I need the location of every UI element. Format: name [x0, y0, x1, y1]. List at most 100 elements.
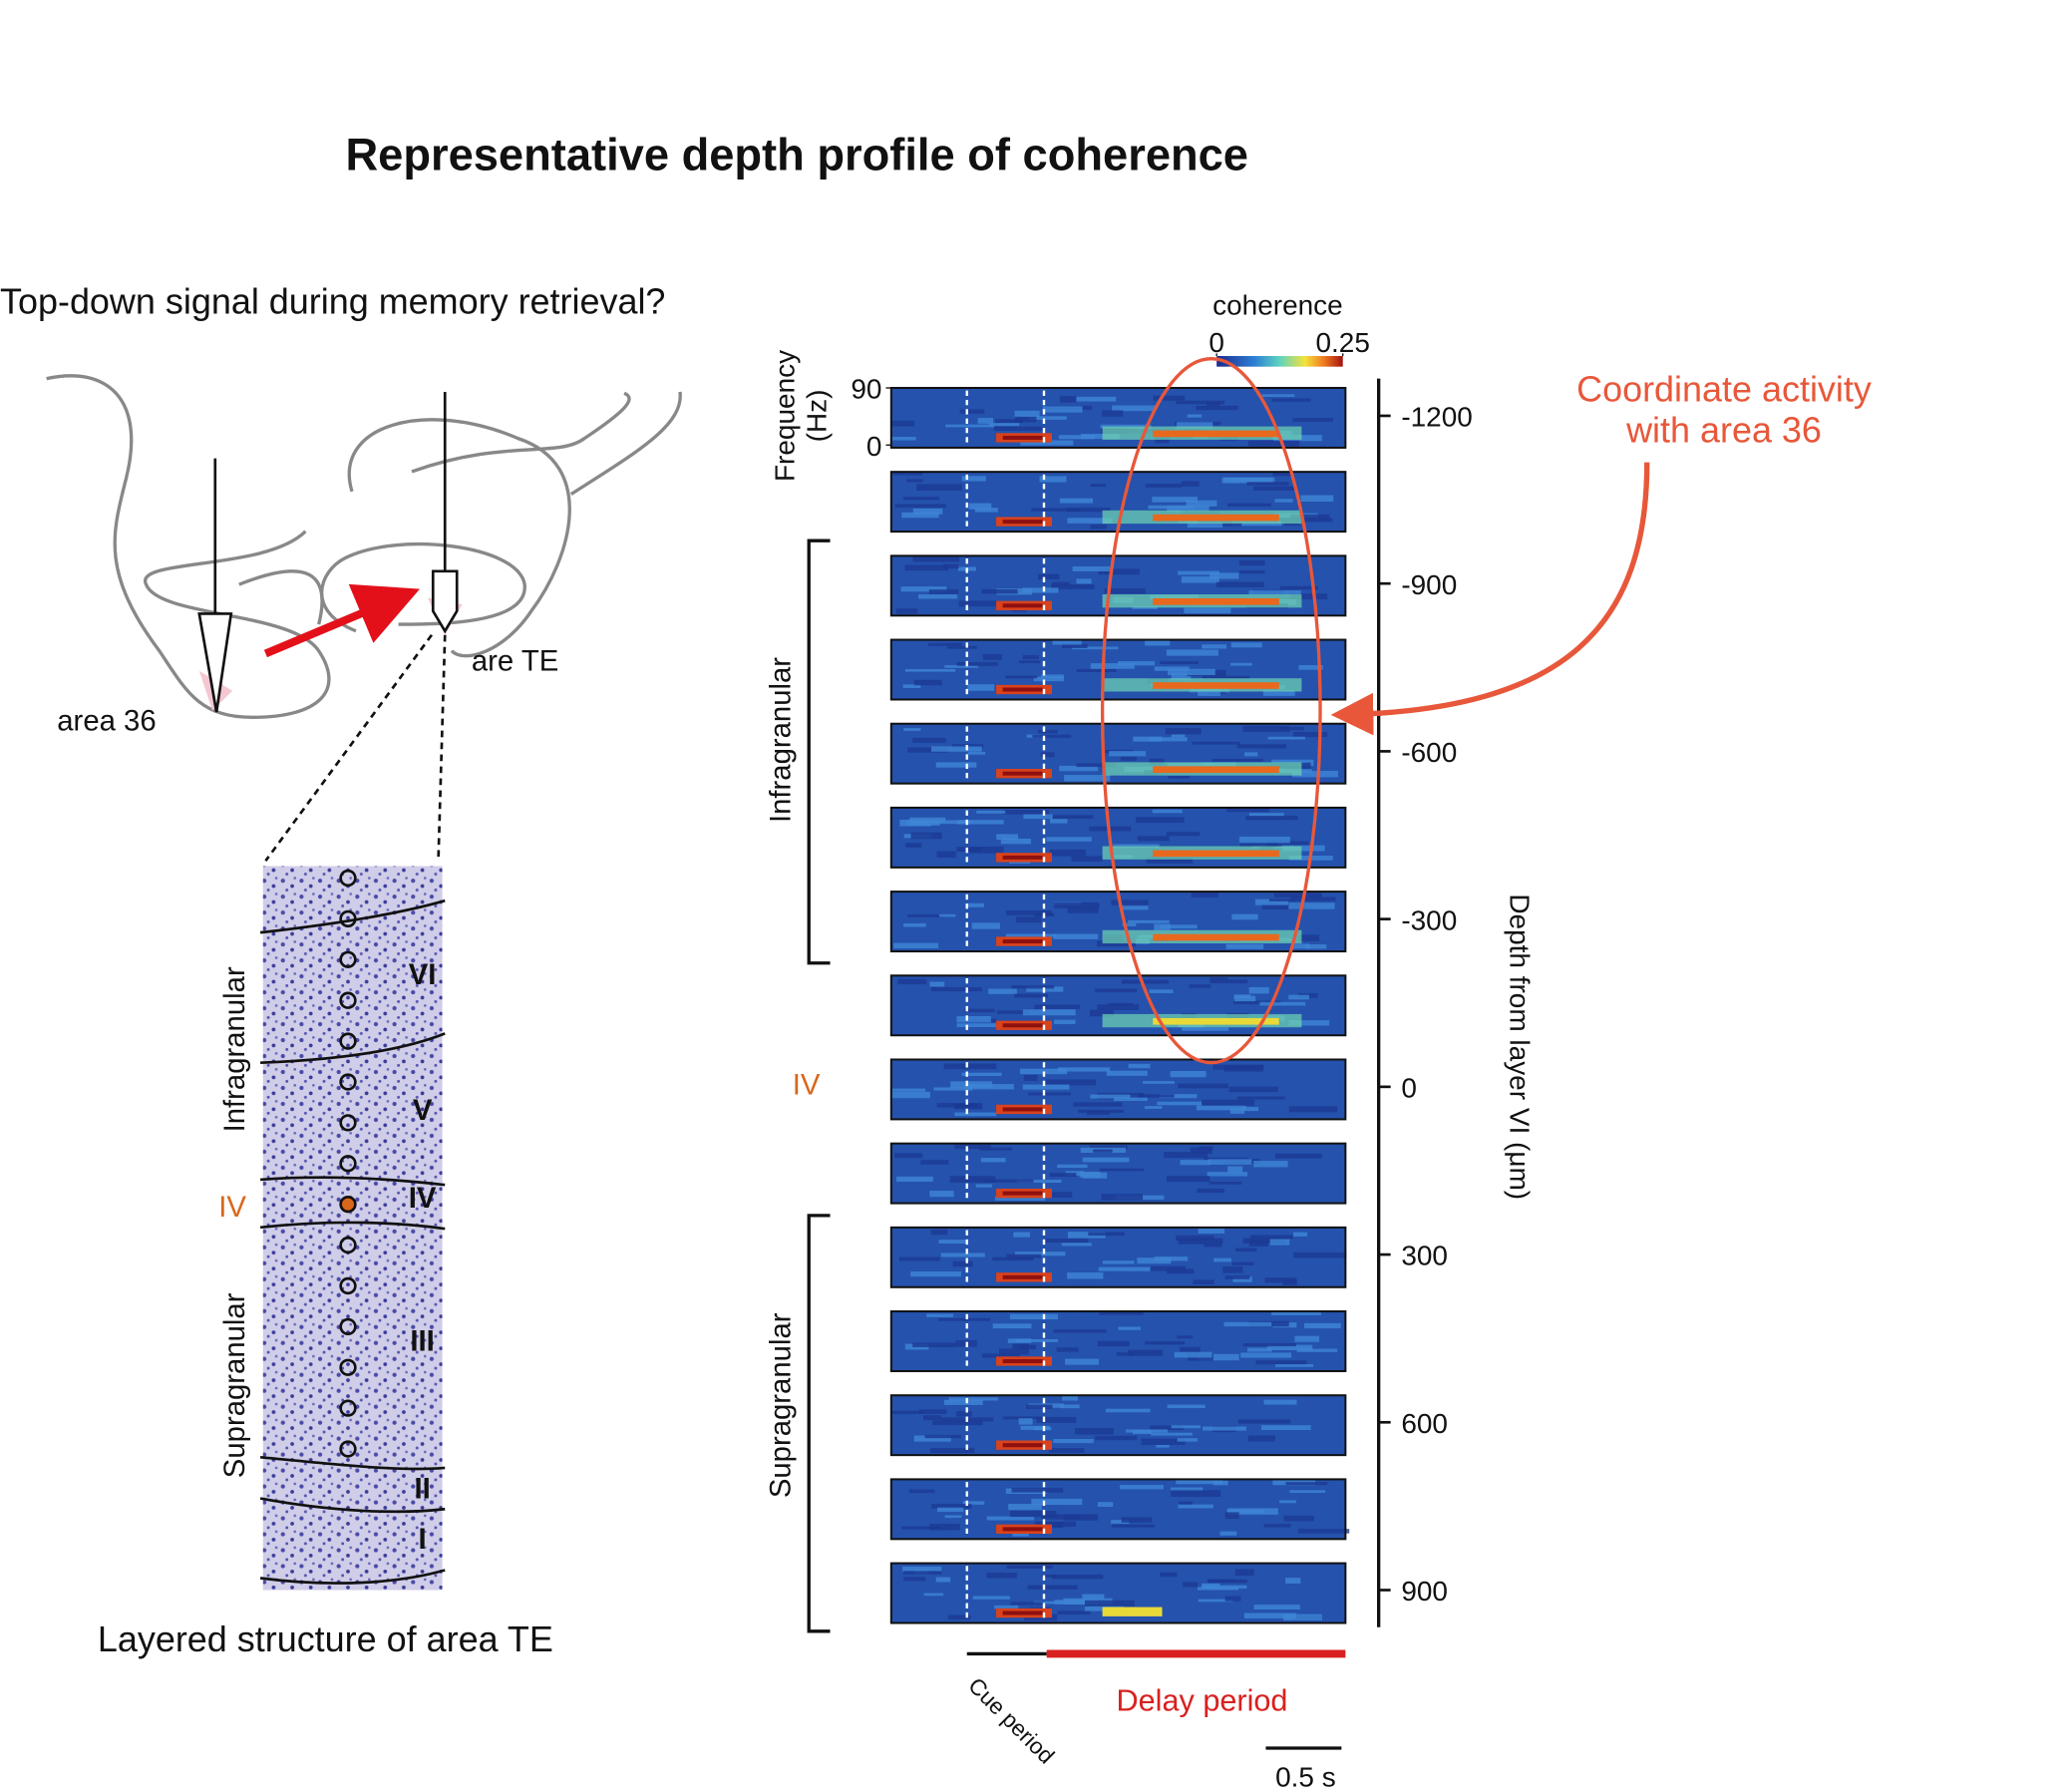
panel-texture — [1283, 1515, 1314, 1522]
recording-site — [339, 1236, 357, 1254]
delay-label: Delay period — [1117, 1684, 1288, 1718]
panel-texture — [1178, 1083, 1228, 1089]
panel-texture — [1053, 933, 1099, 939]
panel-texture — [1209, 977, 1228, 981]
panel-texture — [904, 564, 949, 571]
panel-texture — [1128, 1063, 1151, 1069]
panel-texture — [1198, 689, 1220, 696]
panel-texture — [904, 668, 956, 672]
panel-texture — [1275, 1153, 1322, 1159]
panel-texture — [1171, 734, 1186, 738]
panel-texture — [912, 555, 960, 562]
panel-texture — [928, 589, 959, 594]
panel-frame — [889, 554, 1347, 617]
panel-texture — [1143, 1081, 1175, 1084]
panel-texture — [947, 1614, 971, 1620]
panel-texture — [1259, 1001, 1306, 1006]
panel-texture — [993, 426, 1043, 432]
panel-texture — [1027, 1092, 1071, 1096]
panel-texture — [1049, 1173, 1077, 1178]
panel-texture — [1078, 1109, 1124, 1113]
panel-texture — [1293, 1232, 1308, 1237]
highlight-ellipse — [1100, 357, 1322, 1065]
frequency-ticks: 90 0 — [851, 374, 891, 462]
panel-texture — [1289, 593, 1328, 600]
coherence-panel — [889, 554, 1347, 617]
panel-texture — [1191, 892, 1218, 897]
panel-texture — [1239, 559, 1265, 566]
panel-texture — [1067, 907, 1099, 913]
panel-frame — [889, 1142, 1347, 1205]
panel-texture — [1067, 1232, 1106, 1239]
panel-texture — [1239, 843, 1278, 848]
panel-texture — [910, 832, 942, 840]
panel-texture — [994, 1605, 1019, 1610]
panel-texture — [1202, 1099, 1255, 1106]
panel-texture — [1171, 1425, 1201, 1429]
panel-texture — [1033, 676, 1064, 682]
panel-texture — [1064, 775, 1111, 782]
panel-texture — [1045, 1079, 1097, 1086]
panel-texture — [1231, 1261, 1254, 1265]
panel-texture — [1053, 1019, 1076, 1024]
depth-tick-label: -300 — [1401, 904, 1457, 935]
panel-texture — [944, 665, 978, 668]
panel-texture — [1197, 1188, 1224, 1194]
panel-texture — [968, 503, 992, 510]
delay-band — [1102, 1607, 1163, 1616]
panel-texture — [1292, 770, 1339, 778]
panel-texture — [892, 472, 923, 476]
delay-band — [1153, 682, 1279, 689]
panel-texture — [1065, 1358, 1100, 1365]
coherence-panel — [889, 638, 1347, 701]
panel-texture — [974, 508, 998, 513]
panel-texture — [1230, 642, 1262, 648]
panel-texture — [1090, 663, 1135, 669]
panel-texture — [891, 1410, 923, 1414]
panel-texture — [1095, 988, 1138, 993]
panel-texture — [1181, 481, 1200, 487]
panel-texture — [1247, 440, 1300, 447]
panel-texture — [907, 914, 945, 917]
panel-texture — [992, 1256, 1034, 1261]
panel-texture — [930, 1229, 948, 1236]
panel-texture — [1261, 902, 1306, 909]
panel-texture — [1057, 1611, 1091, 1615]
panel-texture — [1224, 1596, 1241, 1602]
coherence-panel — [889, 1142, 1347, 1205]
te-label: are TE — [472, 645, 558, 678]
signal-arrow — [263, 583, 421, 658]
layer-label: I — [419, 1523, 427, 1556]
panel-texture — [1082, 1594, 1105, 1600]
panel-texture — [900, 586, 947, 592]
panel-texture — [1243, 1613, 1297, 1619]
panel-texture — [1145, 484, 1183, 488]
panel-texture — [1215, 581, 1264, 587]
panel-texture — [933, 1087, 973, 1091]
panel-texture — [1236, 744, 1287, 749]
panel-texture — [1006, 1254, 1041, 1258]
panel-texture — [967, 684, 995, 691]
panel-texture — [931, 820, 971, 825]
panel-texture — [956, 820, 1004, 825]
panel-texture — [912, 1342, 956, 1347]
panel-texture — [930, 746, 982, 752]
panel-texture — [1249, 1235, 1293, 1240]
panel-texture — [1184, 607, 1231, 614]
panel-texture — [1081, 433, 1120, 440]
panel-texture — [1051, 581, 1070, 585]
colorbar-label: coherence — [1212, 290, 1343, 321]
panel-texture — [922, 1415, 941, 1421]
zoom-line — [264, 633, 433, 862]
panel-texture — [1209, 572, 1239, 579]
panel-texture — [1293, 1252, 1347, 1258]
panel-texture — [1166, 649, 1218, 656]
panel-texture — [1014, 1252, 1066, 1256]
colorbar-tick-label: 0 — [1209, 327, 1224, 358]
panel-texture — [1013, 1232, 1031, 1238]
panel-texture — [906, 820, 940, 826]
layer-label: V — [413, 1094, 433, 1127]
panel-texture — [1176, 422, 1213, 429]
panel-texture — [1112, 405, 1156, 412]
panel-texture — [1219, 1531, 1237, 1536]
